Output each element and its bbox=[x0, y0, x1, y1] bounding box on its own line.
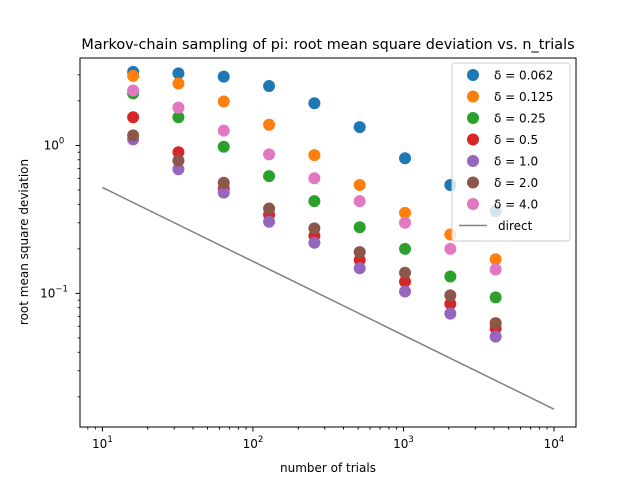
data-point bbox=[489, 330, 502, 343]
data-point bbox=[127, 84, 140, 97]
data-point bbox=[489, 263, 502, 276]
data-point bbox=[399, 152, 412, 165]
data-point bbox=[127, 111, 140, 124]
x-axis-label: number of trials bbox=[280, 461, 376, 475]
data-point bbox=[489, 253, 502, 266]
data-point bbox=[263, 148, 276, 161]
data-point bbox=[489, 317, 502, 330]
data-point bbox=[217, 140, 230, 153]
data-point bbox=[308, 172, 321, 185]
data-point bbox=[172, 77, 185, 90]
data-point bbox=[353, 195, 366, 208]
data-point bbox=[353, 221, 366, 234]
legend-label: δ = 0.062 bbox=[494, 69, 553, 83]
data-point bbox=[172, 67, 185, 80]
data-point bbox=[489, 291, 502, 304]
legend-marker bbox=[467, 69, 479, 81]
data-point bbox=[353, 121, 366, 134]
y-axis-label: root mean square deviation bbox=[17, 159, 31, 325]
data-point bbox=[263, 202, 276, 215]
data-point bbox=[263, 170, 276, 183]
series-7 bbox=[127, 84, 502, 276]
legend-marker bbox=[467, 155, 479, 167]
plot-frame bbox=[79, 57, 577, 428]
legend-label: δ = 4.0 bbox=[494, 198, 538, 212]
legend: δ = 0.062 δ = 0.125 δ = 0.25 δ = 0.5 δ = 1.0… bbox=[451, 62, 571, 242]
data-point bbox=[308, 195, 321, 208]
data-point bbox=[399, 275, 412, 288]
legend-label: δ = 0.125 bbox=[494, 90, 553, 104]
data-point bbox=[399, 242, 412, 255]
data-point bbox=[308, 97, 321, 110]
legend-marker bbox=[467, 90, 479, 103]
data-point bbox=[444, 289, 457, 302]
data-point bbox=[444, 270, 457, 283]
series-line-direct bbox=[102, 186, 555, 410]
legend-marker bbox=[467, 112, 479, 124]
data-point bbox=[399, 266, 412, 279]
data-point bbox=[399, 285, 412, 298]
series-3 bbox=[127, 87, 502, 304]
data-point bbox=[308, 222, 321, 235]
data-point bbox=[217, 186, 230, 199]
legend-label: direct bbox=[498, 219, 533, 233]
data-point bbox=[353, 179, 366, 192]
chart-title: Markov-chain sampling of pi: root mean s… bbox=[81, 37, 574, 53]
data-point bbox=[127, 129, 140, 142]
legend-label: δ = 0.5 bbox=[494, 133, 538, 147]
legend-label: δ = 1.0 bbox=[494, 155, 538, 169]
series-6 bbox=[127, 129, 502, 330]
data-point bbox=[444, 307, 457, 320]
data-point bbox=[172, 101, 185, 114]
data-point bbox=[263, 118, 276, 131]
legend-marker bbox=[467, 198, 479, 210]
data-point bbox=[308, 236, 321, 249]
plot-area bbox=[102, 65, 555, 410]
data-point bbox=[172, 146, 185, 159]
data-point bbox=[217, 176, 230, 189]
legend-label: δ = 2.0 bbox=[494, 176, 538, 190]
data-point bbox=[353, 262, 366, 275]
data-point bbox=[217, 70, 230, 83]
data-point bbox=[172, 111, 185, 124]
data-point bbox=[263, 215, 276, 228]
data-point bbox=[399, 206, 412, 219]
legend-marker bbox=[467, 133, 479, 146]
data-point bbox=[444, 297, 457, 310]
data-point bbox=[353, 246, 366, 259]
legend-box bbox=[451, 62, 571, 242]
data-point bbox=[444, 242, 457, 255]
data-point bbox=[217, 124, 230, 137]
data-point bbox=[263, 80, 276, 93]
data-point bbox=[127, 69, 140, 82]
legend-label: δ = 0.25 bbox=[494, 112, 546, 126]
data-point bbox=[172, 163, 185, 176]
data-point bbox=[399, 216, 412, 229]
data-point bbox=[172, 154, 185, 167]
data-point bbox=[308, 149, 321, 162]
series-2 bbox=[127, 69, 502, 266]
legend-marker bbox=[467, 176, 479, 189]
data-point bbox=[217, 95, 230, 108]
